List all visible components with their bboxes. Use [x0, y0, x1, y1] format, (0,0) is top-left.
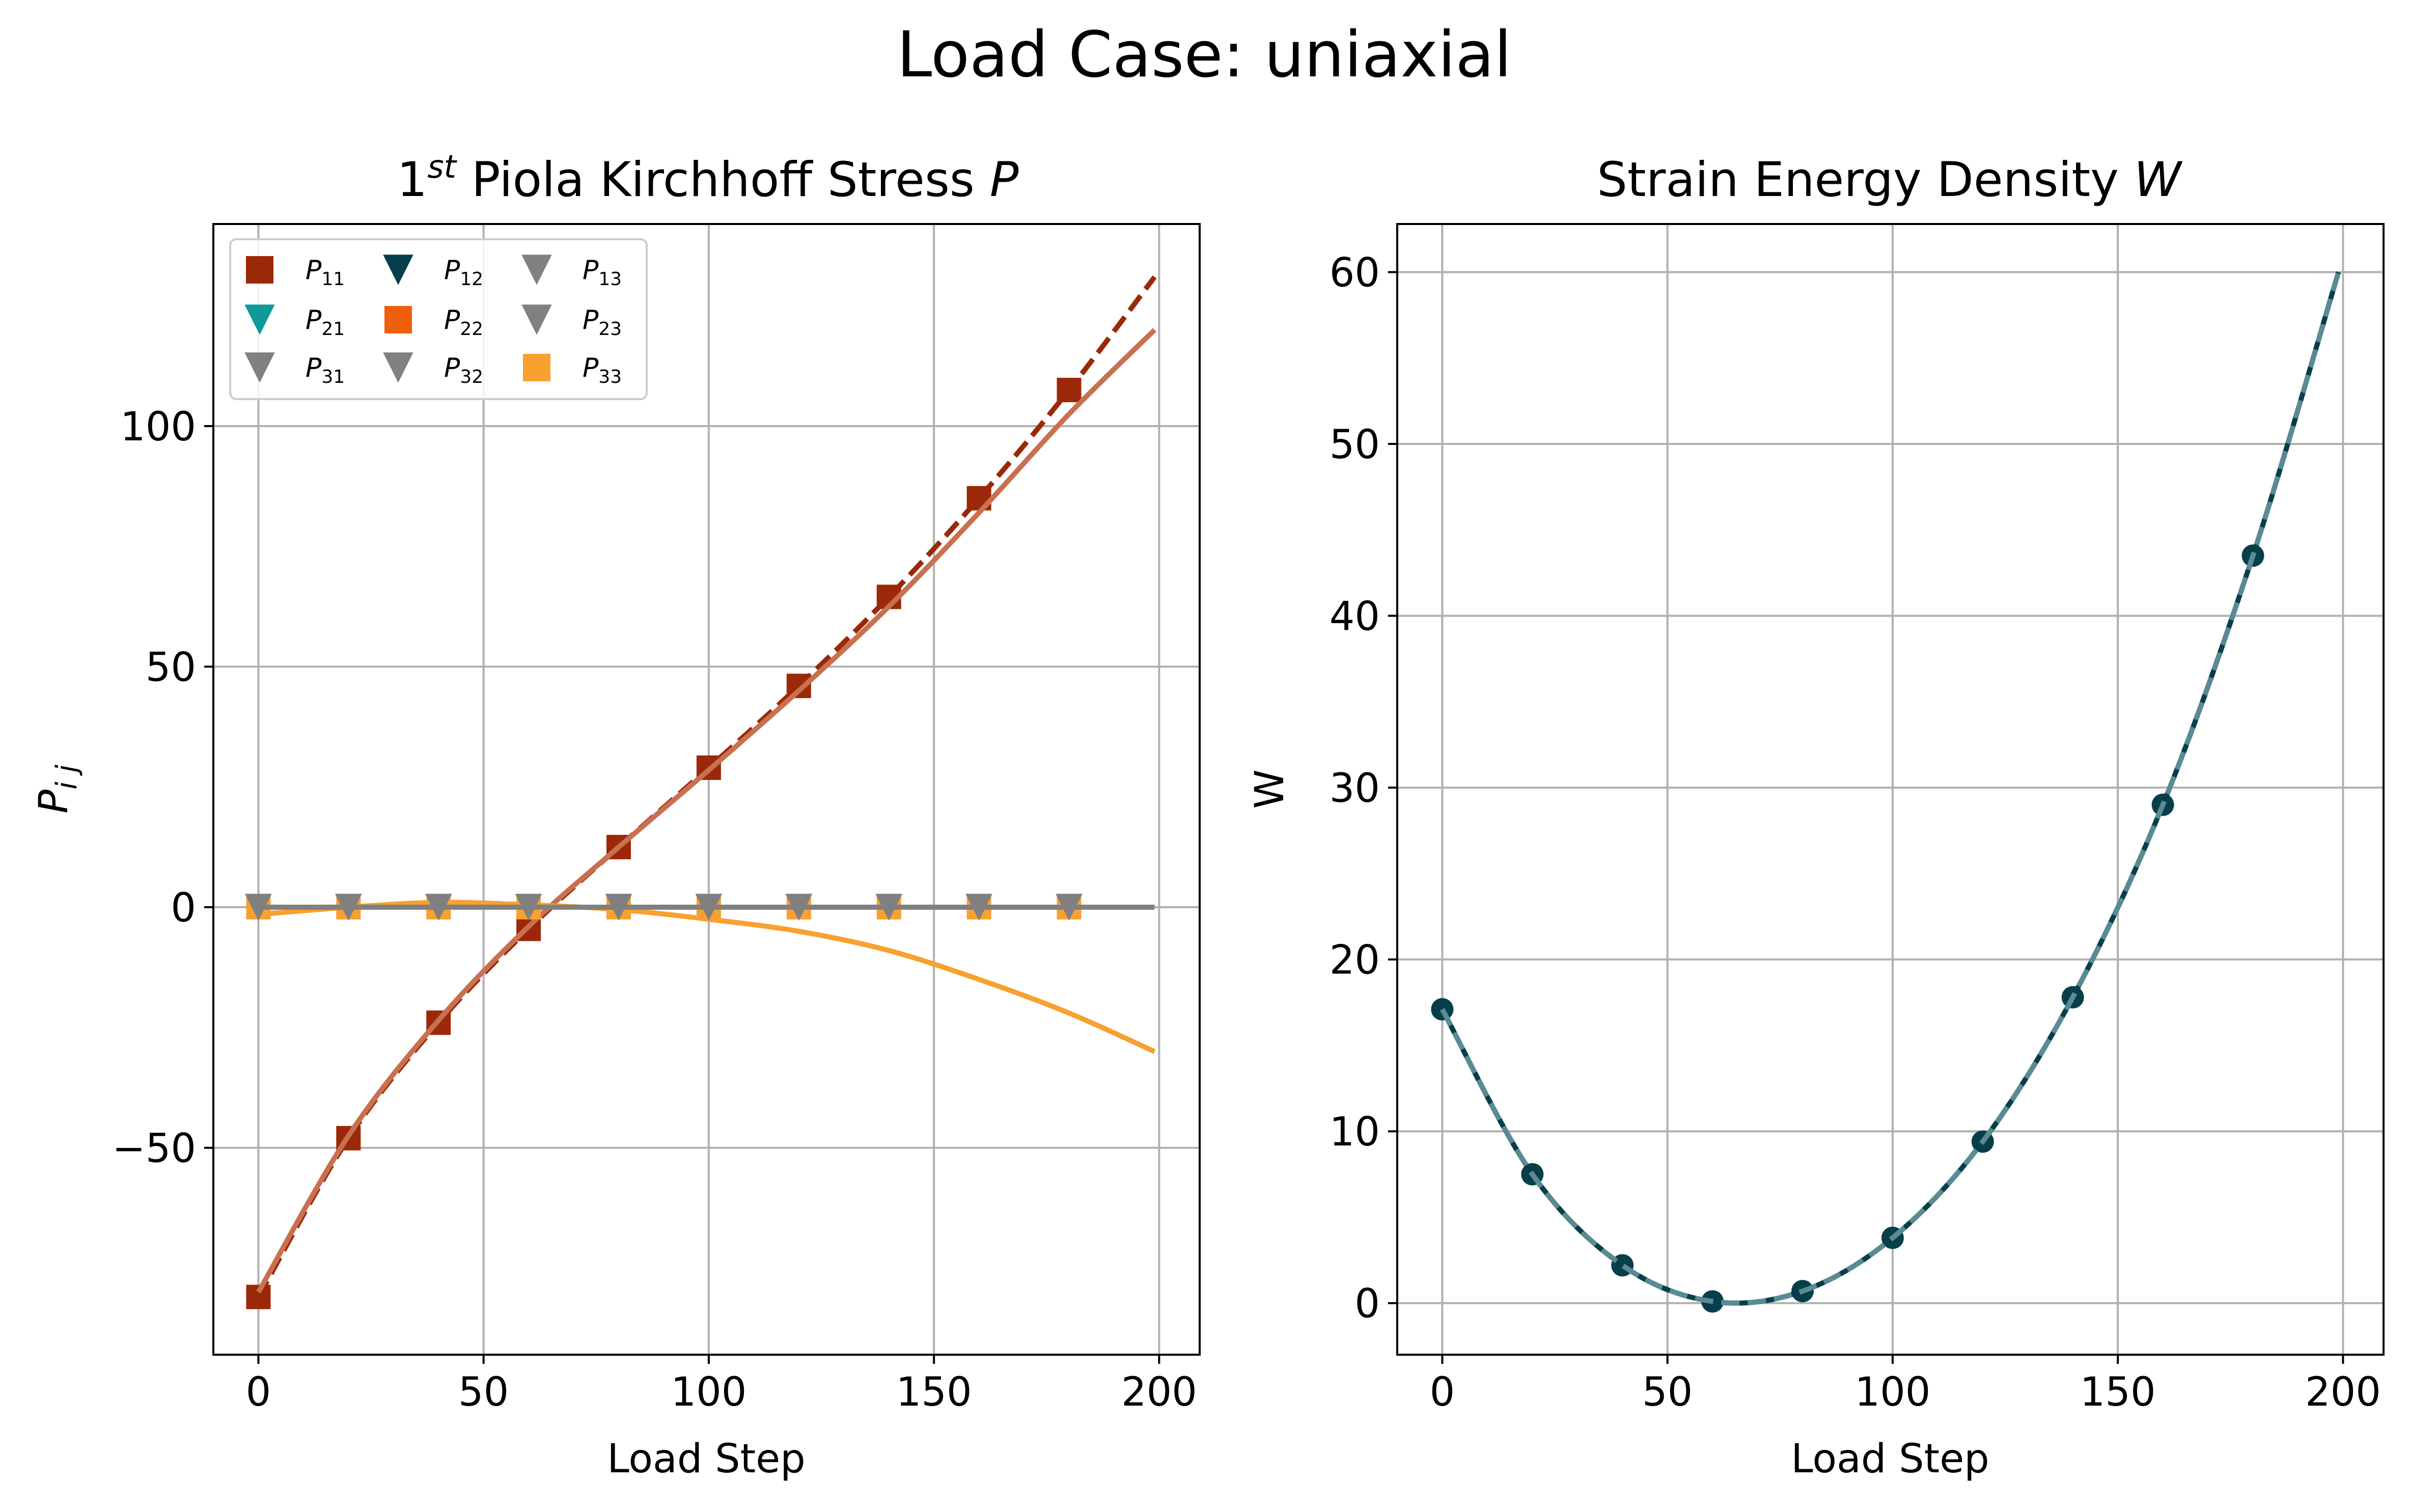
legend-label: P31: [306, 353, 345, 387]
legend-label: P22: [444, 305, 483, 340]
y-tick-label: 20: [1330, 938, 1380, 984]
x-tick-label: 150: [2080, 1369, 2156, 1415]
legend-label: P23: [583, 305, 622, 340]
x-tick-label: 0: [246, 1369, 271, 1415]
energy-chart-plot-area: [1431, 271, 2341, 1313]
legend-label: P13: [583, 255, 622, 290]
legend-entry-p13: P13: [521, 255, 622, 290]
y-tick-label: 100: [120, 404, 196, 450]
legend-entry-p12: P12: [383, 255, 483, 290]
legend-entry-p22: P22: [384, 305, 483, 340]
energy-chart: Strain Energy Density W 0 50 100 150 200 0 10 2…: [1247, 152, 2385, 1482]
legend-entry-p31: P31: [244, 352, 345, 387]
y-tick-label: −50: [112, 1126, 196, 1172]
y-tick-label: 30: [1330, 766, 1380, 811]
energy-chart-x-axis-label: Load Step: [1791, 1436, 1989, 1482]
stress-series-line-p11: [256, 328, 1157, 1294]
x-tick-label: 0: [1430, 1369, 1455, 1415]
energy-chart-ticks: 0 50 100 150 200 0 10 20 30 40 50 60: [1330, 250, 2381, 1415]
legend-label: P21: [306, 305, 345, 340]
stress-data-point: [515, 893, 542, 921]
energy-chart-frame: [1396, 223, 2385, 1356]
stress-data-point: [785, 893, 813, 921]
energy-chart-title: Strain Energy Density W: [1597, 152, 2183, 208]
stress-chart-title: 1st Piola Kirchhoff Stress P: [397, 148, 1019, 208]
legend-entry-p23: P23: [521, 304, 622, 340]
legend-marker: [383, 352, 413, 383]
stress-data-point: [605, 893, 632, 921]
x-tick-label: 150: [896, 1369, 972, 1415]
stress-data-point: [245, 893, 272, 921]
y-tick-label: 50: [146, 645, 196, 690]
legend-entry-p32: P32: [383, 352, 483, 387]
stress-chart-legend: P11 P12 P13 P21 P22 P23 P31 P32 P33: [229, 238, 648, 400]
legend-marker: [523, 354, 550, 381]
energy-chart-y-axis-label: W: [1247, 769, 1293, 808]
y-tick-label: 60: [1330, 250, 1380, 296]
x-tick-label: 50: [1642, 1369, 1693, 1415]
stress-data-point: [1056, 893, 1083, 921]
stress-data-point: [335, 893, 362, 921]
stress-data-point: [695, 893, 723, 921]
stress-chart-plot-area: [245, 275, 1157, 1309]
legend-marker: [384, 306, 412, 333]
legend-entry-p21: P21: [244, 304, 345, 340]
stress-data-point: [425, 893, 452, 921]
legend-marker: [383, 255, 413, 285]
x-tick-label: 100: [1854, 1369, 1930, 1415]
legend-entry-p11: P11: [246, 255, 345, 290]
energy-series-line-w: [1440, 271, 2341, 1306]
legend-label: P11: [306, 255, 345, 290]
stress-series-line-p33: [258, 900, 1156, 1054]
stress-chart: 1st Piola Kirchhoff Stress P 0 50 100 150 20…: [31, 148, 1201, 1482]
legend-marker: [244, 352, 275, 383]
x-tick-label: 200: [2305, 1369, 2381, 1415]
legend-marker: [521, 255, 552, 285]
x-tick-label: 100: [671, 1369, 746, 1415]
stress-data-point: [965, 893, 993, 921]
stress-chart-y-axis-label: Pi j: [31, 765, 84, 814]
x-tick-label: 50: [458, 1369, 509, 1415]
y-tick-label: 0: [171, 885, 196, 931]
stress-series-line-p11: [256, 275, 1157, 1299]
legend-entry-p33: P33: [523, 353, 622, 387]
y-tick-label: 0: [1354, 1281, 1380, 1327]
y-tick-label: 10: [1330, 1109, 1380, 1155]
stress-chart-ticks: 0 50 100 150 200 −50 0 50 100: [112, 404, 1197, 1415]
y-tick-label: 40: [1330, 594, 1380, 640]
legend-label: P12: [444, 255, 483, 290]
stress-chart-x-axis-label: Load Step: [607, 1436, 806, 1482]
energy-chart-grid: [1397, 224, 2384, 1355]
stress-data-point: [875, 893, 903, 921]
x-tick-label: 200: [1121, 1369, 1197, 1415]
legend-label: P33: [583, 353, 622, 387]
legend-marker: [244, 304, 275, 335]
y-tick-label: 50: [1330, 422, 1380, 468]
figure-suptitle: Load Case: uniaxial: [897, 18, 1511, 92]
legend-marker: [246, 256, 273, 284]
legend-marker: [521, 304, 552, 335]
stress-data-point: [1057, 378, 1082, 403]
stress-chart-frame: [212, 223, 1201, 1356]
legend-label: P32: [444, 353, 483, 387]
